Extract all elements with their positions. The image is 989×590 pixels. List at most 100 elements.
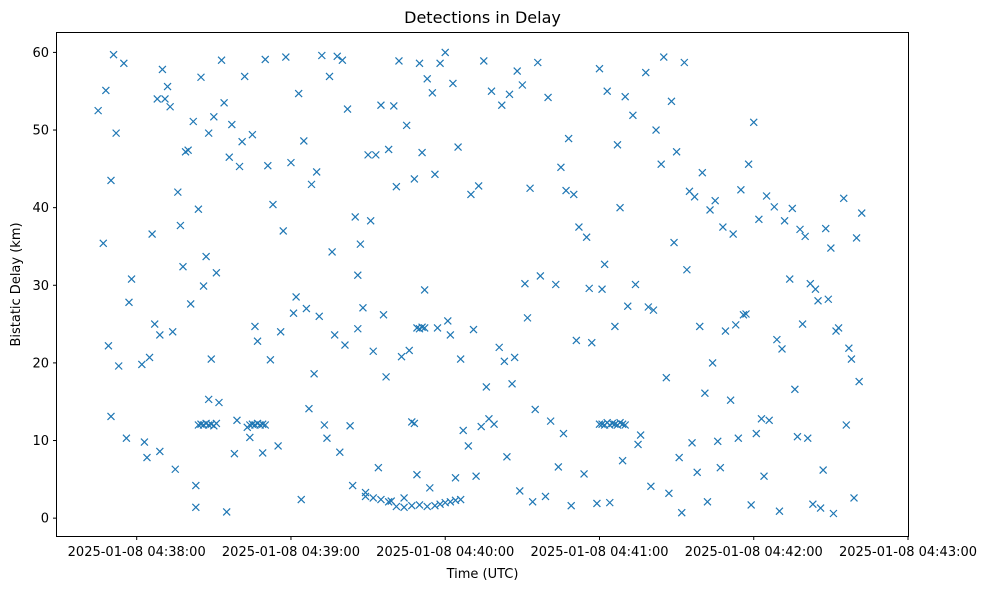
data-point: [844, 344, 853, 353]
data-point: [631, 280, 640, 289]
data-point: [454, 143, 462, 152]
data-point: [801, 232, 810, 241]
data-point: [323, 434, 331, 443]
data-point: [307, 180, 316, 189]
data-point: [464, 442, 473, 450]
data-point: [744, 160, 753, 169]
data-point: [706, 206, 714, 214]
y-tick-label: 0: [41, 512, 49, 527]
data-point: [127, 275, 136, 283]
data-point: [99, 239, 108, 248]
data-point: [472, 472, 480, 481]
x-tick-label: 2025-01-08 04:39:00: [222, 545, 360, 560]
data-point: [150, 320, 159, 329]
data-point: [479, 57, 488, 65]
data-point: [778, 345, 786, 353]
data-point: [772, 335, 781, 344]
data-point: [348, 481, 357, 490]
data-point: [718, 223, 727, 231]
data-point: [346, 421, 355, 430]
data-point: [765, 416, 774, 425]
data-point: [364, 150, 373, 159]
data-point: [312, 168, 321, 176]
data-point: [425, 483, 434, 492]
data-point: [616, 203, 624, 212]
data-point: [374, 463, 383, 472]
data-point: [361, 492, 370, 501]
data-point: [670, 238, 678, 247]
data-point: [708, 358, 717, 367]
data-point: [420, 286, 429, 294]
x-tick-label: 2025-01-08 04:43:00: [839, 545, 977, 560]
data-point: [415, 59, 424, 68]
y-tick-label: 50: [32, 124, 49, 139]
data-point: [587, 338, 596, 347]
data-point: [101, 86, 110, 95]
data-point: [582, 233, 591, 242]
data-point: [487, 87, 496, 96]
data-point: [161, 95, 169, 103]
data-point: [690, 192, 699, 201]
data-point: [826, 244, 835, 252]
data-point: [431, 170, 439, 179]
data-point: [122, 434, 131, 443]
data-point: [788, 204, 797, 213]
data-point: [107, 412, 115, 421]
data-point: [158, 65, 167, 74]
data-point: [449, 79, 457, 88]
data-point: [824, 295, 833, 304]
data-point: [613, 140, 622, 149]
data-point: [515, 487, 524, 495]
data-point: [377, 101, 385, 110]
data-point: [850, 494, 858, 502]
data-point: [628, 111, 637, 120]
data-point: [263, 161, 272, 170]
data-point: [559, 429, 568, 438]
data-point: [749, 118, 758, 127]
data-point: [137, 360, 146, 369]
data-point: [621, 421, 630, 429]
data-point: [176, 221, 185, 230]
data-point: [238, 137, 247, 146]
data-point: [302, 304, 311, 313]
data-point: [703, 497, 712, 506]
data-point: [119, 59, 128, 68]
data-point: [716, 463, 725, 472]
data-point: [623, 302, 632, 311]
data-point: [369, 347, 378, 356]
data-point: [775, 507, 784, 516]
data-point: [389, 102, 398, 110]
data-point: [261, 421, 270, 429]
data-point: [742, 310, 750, 318]
data-point: [598, 285, 606, 294]
data-point: [431, 501, 439, 510]
data-point: [335, 448, 344, 457]
data-point: [659, 53, 668, 61]
data-point: [413, 470, 421, 479]
data-point: [456, 495, 465, 504]
data-point: [199, 282, 208, 290]
data-point: [204, 395, 213, 404]
data-point: [808, 500, 817, 509]
x-tick-label: 2025-01-08 04:38:00: [68, 545, 206, 560]
data-point: [785, 275, 794, 283]
data-point: [736, 185, 745, 194]
data-point: [258, 420, 267, 429]
data-point: [294, 89, 303, 98]
data-point: [420, 324, 429, 332]
data-point: [315, 312, 324, 321]
data-point: [289, 309, 298, 318]
data-point: [598, 420, 606, 429]
data-point: [711, 196, 720, 205]
data-point: [551, 280, 560, 289]
y-axis: 0 10 20 30 40 50 60: [32, 46, 57, 527]
data-point: [233, 416, 241, 425]
data-point: [523, 313, 532, 322]
data-point: [276, 327, 285, 336]
data-point: [572, 336, 581, 345]
data-point: [726, 396, 735, 405]
data-point: [667, 97, 676, 106]
data-point: [546, 417, 555, 426]
data-point: [531, 405, 540, 414]
y-tick-label: 40: [32, 201, 49, 216]
